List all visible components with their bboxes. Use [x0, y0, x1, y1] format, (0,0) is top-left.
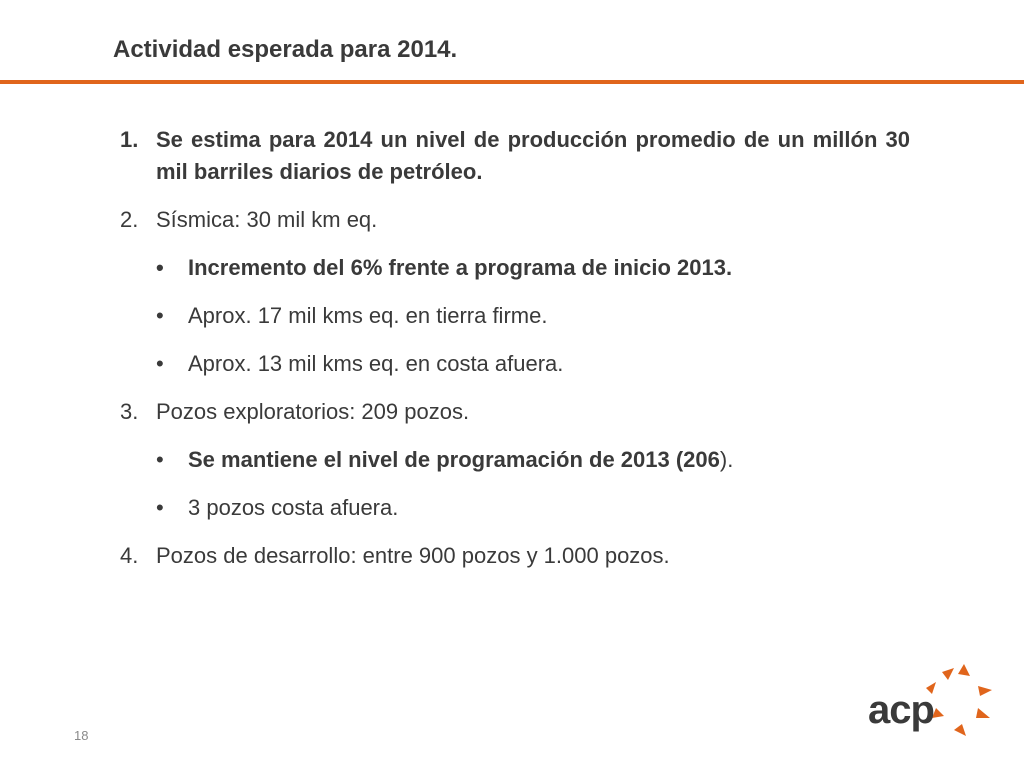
list-item: 3. Pozos exploratorios: 209 pozos.: [120, 396, 910, 428]
list-item-text: Pozos exploratorios: 209 pozos.: [156, 399, 470, 424]
list-item: 2. Sísmica: 30 mil km eq.: [120, 204, 910, 236]
bullet-icon: •: [156, 255, 164, 280]
list-item-text-bold: Se mantiene el nivel de programación de …: [188, 447, 720, 472]
list-number: 3.: [120, 399, 139, 424]
list-item-text: Pozos de desarrollo: entre 900 pozos y 1…: [156, 543, 670, 568]
logo-star-rays: [926, 664, 992, 736]
list-item-text: Aprox. 17 mil kms eq. en tierra firme.: [188, 303, 548, 328]
list-item-text: Aprox. 13 mil kms eq. en costa afuera.: [188, 351, 564, 376]
page-number: 18: [74, 728, 89, 743]
list-item-text: Se estima para 2014 un nivel de producci…: [156, 127, 910, 184]
list-number: 4.: [120, 543, 139, 568]
list-item-text: Sísmica: 30 mil km eq.: [156, 207, 378, 232]
sunburst-icon: [926, 664, 992, 736]
bullet-icon: •: [156, 303, 164, 328]
list-item: • Incremento del 6% frente a programa de…: [120, 252, 910, 284]
logo-text: acp: [868, 688, 935, 732]
list-item: 1. Se estima para 2014 un nivel de produ…: [120, 124, 910, 188]
title-divider: [0, 80, 1024, 84]
slide-title: Actividad esperada para 2014.: [113, 36, 458, 63]
list-item: • 3 pozos costa afuera.: [120, 492, 910, 524]
list-item-text-tail: ).: [719, 447, 734, 472]
list-item-text: 3 pozos costa afuera.: [188, 495, 399, 520]
list-number: 1.: [120, 127, 139, 152]
bullet-icon: •: [156, 351, 164, 376]
list-item: • Aprox. 13 mil kms eq. en costa afuera.: [120, 348, 910, 380]
list-item-text: Incremento del 6% frente a programa de i…: [188, 255, 733, 280]
list-item: • Se mantiene el nivel de programación d…: [120, 444, 910, 476]
list-number: 2.: [120, 207, 139, 232]
slide-content: 1. Se estima para 2014 un nivel de produ…: [120, 124, 910, 588]
bullet-icon: •: [156, 495, 164, 520]
list-item: • Aprox. 17 mil kms eq. en tierra firme.: [120, 300, 910, 332]
acp-logo: acp: [866, 660, 996, 750]
bullet-icon: •: [156, 447, 164, 472]
list-item: 4. Pozos de desarrollo: entre 900 pozos …: [120, 540, 910, 572]
